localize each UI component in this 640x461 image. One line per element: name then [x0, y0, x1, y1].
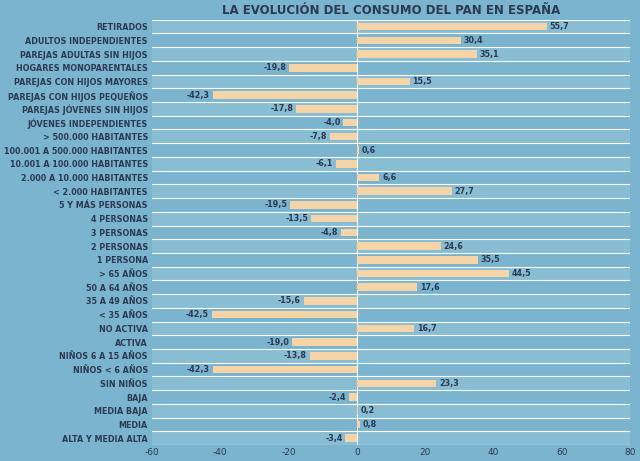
- Text: -7,8: -7,8: [310, 132, 328, 141]
- Bar: [152, 363, 630, 377]
- Text: -42,3: -42,3: [187, 365, 210, 374]
- Bar: [357, 188, 451, 195]
- Bar: [212, 311, 357, 319]
- Bar: [152, 349, 630, 363]
- Bar: [357, 256, 478, 264]
- Text: -19,0: -19,0: [266, 337, 289, 347]
- Text: 0,6: 0,6: [362, 146, 376, 154]
- Bar: [357, 78, 410, 85]
- Bar: [311, 215, 357, 223]
- Bar: [152, 89, 630, 102]
- Text: -4,8: -4,8: [321, 228, 338, 237]
- Text: 55,7: 55,7: [550, 22, 570, 31]
- Bar: [296, 105, 357, 112]
- Bar: [357, 146, 359, 154]
- Text: 17,6: 17,6: [420, 283, 440, 292]
- Bar: [152, 143, 630, 157]
- Text: 0,8: 0,8: [362, 420, 377, 429]
- Bar: [346, 434, 357, 442]
- Text: -13,5: -13,5: [285, 214, 308, 223]
- Bar: [357, 174, 380, 181]
- Bar: [340, 229, 357, 236]
- Bar: [152, 390, 630, 404]
- Bar: [336, 160, 357, 167]
- Text: 0,2: 0,2: [360, 406, 374, 415]
- Bar: [212, 366, 357, 373]
- Bar: [357, 270, 509, 278]
- Bar: [152, 280, 630, 294]
- Text: 23,3: 23,3: [439, 379, 459, 388]
- Bar: [152, 116, 630, 130]
- Bar: [343, 119, 357, 126]
- Bar: [152, 34, 630, 47]
- Bar: [152, 75, 630, 89]
- Text: 6,6: 6,6: [382, 173, 396, 182]
- Bar: [152, 212, 630, 225]
- Bar: [310, 352, 357, 360]
- Bar: [152, 294, 630, 308]
- Bar: [303, 297, 357, 305]
- Bar: [357, 379, 436, 387]
- Bar: [152, 20, 630, 34]
- Bar: [152, 418, 630, 431]
- Bar: [152, 335, 630, 349]
- Bar: [357, 325, 414, 332]
- Bar: [152, 61, 630, 75]
- Bar: [289, 64, 357, 71]
- Bar: [152, 322, 630, 335]
- Bar: [357, 284, 417, 291]
- Text: -2,4: -2,4: [328, 392, 346, 402]
- Title: LA EVOLUCIÓN DEL CONSUMO DEL PAN EN ESPAÑA: LA EVOLUCIÓN DEL CONSUMO DEL PAN EN ESPA…: [222, 4, 560, 17]
- Bar: [152, 157, 630, 171]
- Bar: [212, 91, 357, 99]
- Text: -4,0: -4,0: [323, 118, 340, 127]
- Text: 24,6: 24,6: [444, 242, 463, 251]
- Bar: [152, 253, 630, 267]
- Text: 15,5: 15,5: [413, 77, 432, 86]
- Bar: [330, 133, 357, 140]
- Bar: [152, 102, 630, 116]
- Bar: [349, 393, 357, 401]
- Bar: [152, 239, 630, 253]
- Text: 30,4: 30,4: [463, 36, 483, 45]
- Bar: [152, 267, 630, 280]
- Text: 35,5: 35,5: [481, 255, 500, 264]
- Bar: [152, 130, 630, 143]
- Text: -17,8: -17,8: [271, 104, 293, 113]
- Bar: [357, 407, 358, 414]
- Bar: [152, 171, 630, 184]
- Text: 27,7: 27,7: [454, 187, 474, 196]
- Text: -15,6: -15,6: [278, 296, 301, 306]
- Bar: [357, 421, 360, 428]
- Bar: [152, 47, 630, 61]
- Text: -19,8: -19,8: [264, 63, 287, 72]
- Text: 16,7: 16,7: [417, 324, 436, 333]
- Bar: [152, 431, 630, 445]
- Bar: [152, 198, 630, 212]
- Bar: [292, 338, 357, 346]
- Bar: [357, 242, 441, 250]
- Text: 35,1: 35,1: [479, 49, 499, 59]
- Bar: [357, 36, 461, 44]
- Bar: [152, 225, 630, 239]
- Text: -42,5: -42,5: [186, 310, 209, 319]
- Bar: [357, 50, 477, 58]
- Text: -19,5: -19,5: [265, 201, 287, 209]
- Text: -6,1: -6,1: [316, 160, 333, 168]
- Text: 44,5: 44,5: [511, 269, 531, 278]
- Bar: [152, 184, 630, 198]
- Text: -42,3: -42,3: [187, 91, 210, 100]
- Bar: [357, 23, 547, 30]
- Bar: [291, 201, 357, 209]
- Bar: [152, 377, 630, 390]
- Text: -3,4: -3,4: [325, 434, 342, 443]
- Bar: [152, 404, 630, 418]
- Bar: [152, 308, 630, 322]
- Text: -13,8: -13,8: [284, 351, 307, 361]
